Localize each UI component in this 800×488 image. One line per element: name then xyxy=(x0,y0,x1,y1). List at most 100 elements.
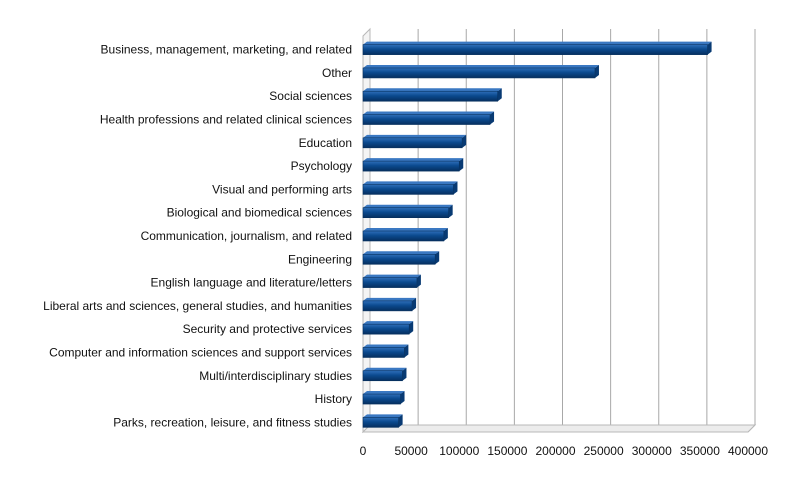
bar-front-face xyxy=(362,137,463,149)
bar-front-face xyxy=(362,370,403,382)
category-label: Computer and information sciences and su… xyxy=(49,345,352,359)
bar-end-face xyxy=(412,297,417,311)
bar-front-face xyxy=(362,417,399,428)
bar-end-face xyxy=(409,321,414,335)
x-tick-label: 50000 xyxy=(394,444,428,458)
bar-top-face xyxy=(363,111,495,115)
category-labels: Business, management, marketing, and rel… xyxy=(43,43,352,430)
bar-front-face xyxy=(362,347,405,358)
x-tick-label: 400000 xyxy=(728,444,768,458)
category-label: Other xyxy=(322,66,352,80)
category-label: History xyxy=(315,392,352,406)
category-label: English language and literature/letters xyxy=(151,276,352,290)
category-label: Communication, journalism, and related xyxy=(141,229,352,243)
bar xyxy=(362,367,407,382)
bar-top-face xyxy=(363,204,453,208)
bar xyxy=(362,64,599,79)
category-label: Visual and performing arts xyxy=(212,182,352,196)
bar-end-face xyxy=(594,64,599,78)
bar-top-face xyxy=(363,41,712,45)
x-tick-label: 0 xyxy=(360,444,367,458)
bar xyxy=(362,158,464,172)
bar-top-face xyxy=(363,251,440,255)
bar-front-face xyxy=(362,90,499,102)
bar-end-face xyxy=(402,367,407,381)
category-label: Multi/interdisciplinary studies xyxy=(199,369,352,383)
bar-top-face xyxy=(363,274,421,278)
bar-front-face xyxy=(362,114,491,125)
bar xyxy=(362,111,495,125)
bar xyxy=(362,204,453,219)
bar-end-face xyxy=(490,111,495,125)
bar-end-face xyxy=(448,204,453,218)
bar-front-face xyxy=(362,160,460,172)
x-tick-label: 150000 xyxy=(487,444,527,458)
bar xyxy=(362,41,712,55)
bar-front-face xyxy=(362,253,436,265)
x-tick-label: 350000 xyxy=(680,444,720,458)
bar-end-face xyxy=(443,228,448,241)
category-label: Business, management, marketing, and rel… xyxy=(101,43,352,57)
bar xyxy=(362,228,448,242)
bar-end-face xyxy=(398,414,403,428)
bar xyxy=(362,414,403,428)
bar-top-face xyxy=(363,228,448,231)
bar-end-face xyxy=(400,391,405,405)
bar xyxy=(362,321,414,335)
x-tick-label: 300000 xyxy=(632,444,672,458)
bar-end-face xyxy=(416,274,421,288)
bar-front-face xyxy=(362,67,596,79)
bar-top-face xyxy=(363,181,458,185)
category-label: Engineering xyxy=(288,252,352,266)
bar-front-face xyxy=(362,230,445,242)
category-label: Parks, recreation, leisure, and fitness … xyxy=(113,415,352,429)
bar xyxy=(362,134,467,149)
bar-end-face xyxy=(497,88,502,102)
floor xyxy=(361,424,757,433)
bar-top-face xyxy=(363,321,414,325)
bar-end-face xyxy=(435,251,440,265)
category-label: Liberal arts and sciences, general studi… xyxy=(43,299,352,313)
bar-front-face xyxy=(362,184,454,195)
bar xyxy=(362,88,502,102)
bar-top-face xyxy=(363,134,467,138)
bar xyxy=(362,181,458,195)
bar-end-face xyxy=(404,344,409,358)
bar-end-face xyxy=(453,181,458,195)
bar-top-face xyxy=(363,297,417,301)
bar-front-face xyxy=(362,44,708,55)
bar xyxy=(362,274,421,288)
bar-end-face xyxy=(459,158,464,172)
x-tick-label: 250000 xyxy=(584,444,624,458)
bar-top-face xyxy=(363,414,403,418)
bar-front-face xyxy=(362,393,401,405)
bar-top-face xyxy=(363,64,599,68)
x-tick-label: 200000 xyxy=(535,444,575,458)
bar-top-face xyxy=(363,344,409,348)
bar-top-face xyxy=(363,88,502,92)
category-label: Security and protective services xyxy=(183,322,352,336)
bar xyxy=(362,297,417,312)
bar-end-face xyxy=(707,41,712,55)
bar-top-face xyxy=(363,367,407,371)
bar-front-face xyxy=(362,277,418,288)
bar xyxy=(362,344,409,358)
category-label: Biological and biomedical sciences xyxy=(167,206,352,220)
bar-front-face xyxy=(362,323,410,335)
category-label: Education xyxy=(299,136,352,150)
bar-front-face xyxy=(362,300,413,312)
category-label: Psychology xyxy=(291,159,352,173)
bar-top-face xyxy=(363,158,464,162)
x-tick-labels: 0 50000 100000 150000 200000 250000 300000 3500… xyxy=(360,444,769,458)
category-label: Social sciences xyxy=(269,89,352,103)
bar xyxy=(362,251,440,265)
category-label: Health professions and related clinical … xyxy=(100,113,352,127)
bar-end-face xyxy=(462,134,467,148)
bars xyxy=(362,41,712,428)
bar-top-face xyxy=(363,391,405,395)
x-tick-label: 100000 xyxy=(439,444,479,458)
bar-front-face xyxy=(362,207,449,219)
bar xyxy=(362,391,405,405)
